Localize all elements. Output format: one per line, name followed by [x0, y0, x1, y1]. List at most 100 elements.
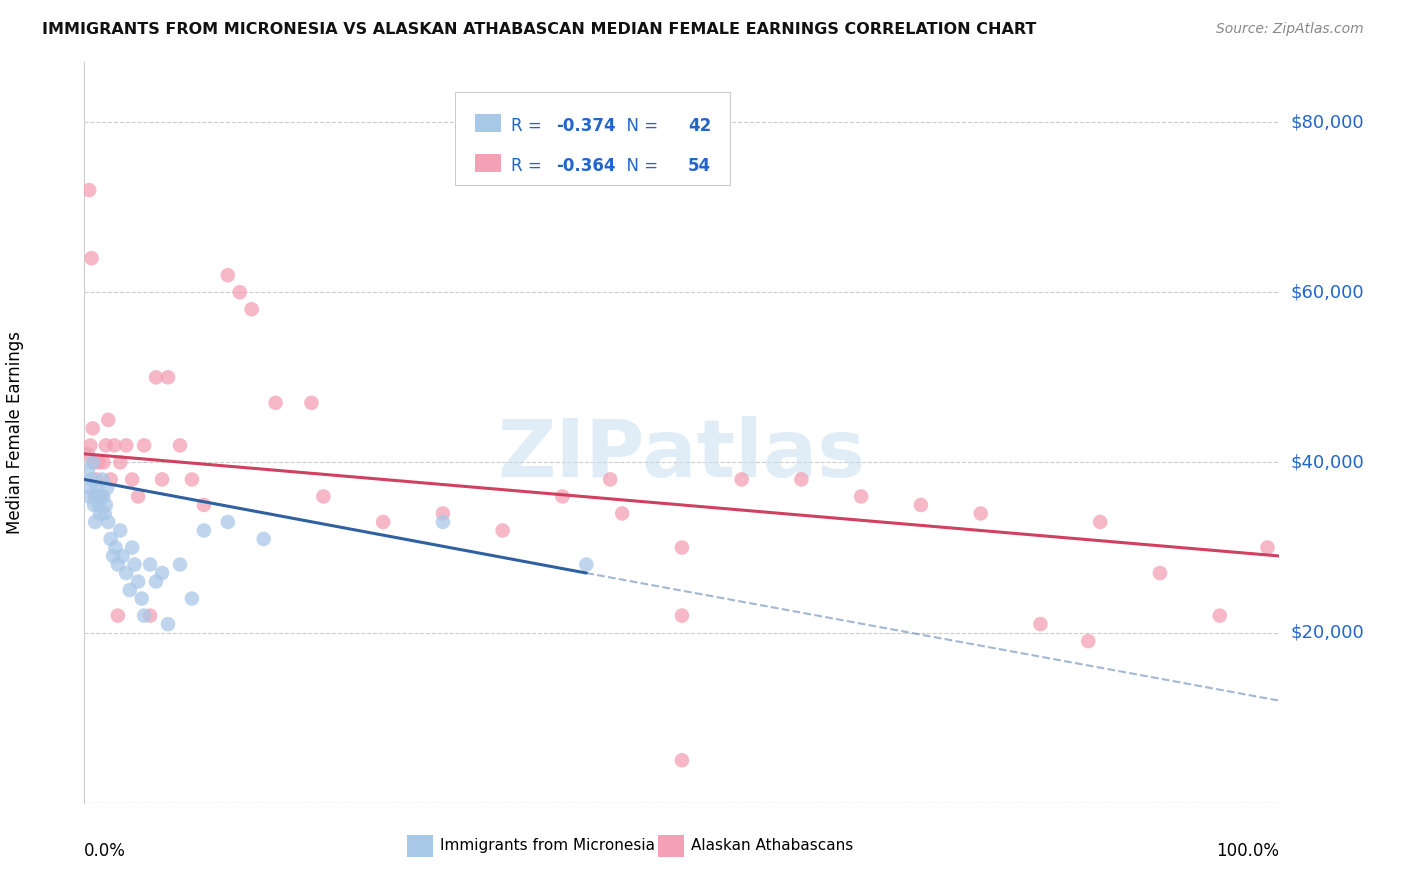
Text: IMMIGRANTS FROM MICRONESIA VS ALASKAN ATHABASCAN MEDIAN FEMALE EARNINGS CORRELAT: IMMIGRANTS FROM MICRONESIA VS ALASKAN AT… — [42, 22, 1036, 37]
Bar — [475, 153, 501, 172]
Point — [970, 507, 993, 521]
Point — [91, 472, 114, 486]
Point — [139, 608, 162, 623]
Point — [240, 302, 263, 317]
Point — [107, 608, 129, 623]
Point — [101, 549, 124, 563]
FancyBboxPatch shape — [456, 92, 730, 185]
Point — [121, 541, 143, 555]
Point — [77, 464, 100, 478]
Point — [612, 507, 634, 521]
Text: Source: ZipAtlas.com: Source: ZipAtlas.com — [1216, 22, 1364, 37]
Point — [121, 472, 143, 486]
Point — [80, 472, 103, 486]
Point — [115, 438, 138, 452]
Point — [217, 268, 239, 283]
Point — [432, 507, 454, 521]
Point — [118, 582, 141, 597]
Point — [193, 524, 215, 538]
Point — [82, 455, 104, 469]
Bar — [658, 835, 685, 857]
Point — [83, 498, 105, 512]
Point — [157, 370, 180, 384]
Text: 100.0%: 100.0% — [1216, 842, 1279, 860]
Point — [83, 455, 105, 469]
Text: ZIPatlas: ZIPatlas — [498, 416, 866, 494]
Text: 0.0%: 0.0% — [84, 842, 127, 860]
Text: $80,000: $80,000 — [1291, 113, 1364, 131]
Point — [253, 532, 276, 546]
Point — [132, 438, 156, 452]
Point — [1257, 541, 1279, 555]
Text: $40,000: $40,000 — [1291, 453, 1364, 471]
Point — [80, 251, 103, 265]
Point — [77, 447, 100, 461]
Point — [575, 558, 598, 572]
Point — [1209, 608, 1232, 623]
Point — [77, 183, 100, 197]
Point — [93, 490, 115, 504]
Point — [107, 558, 129, 572]
Text: Immigrants from Micronesia: Immigrants from Micronesia — [440, 838, 655, 854]
Point — [264, 396, 287, 410]
Point — [492, 524, 515, 538]
Point — [139, 558, 162, 572]
Point — [79, 438, 101, 452]
Point — [127, 574, 149, 589]
Point — [94, 498, 117, 512]
Bar — [408, 835, 433, 857]
Point — [671, 541, 693, 555]
Text: N =: N = — [616, 157, 664, 175]
Point — [100, 532, 122, 546]
Point — [103, 438, 125, 452]
Point — [104, 541, 127, 555]
Point — [181, 591, 204, 606]
Point — [731, 472, 754, 486]
Point — [97, 413, 120, 427]
Text: $60,000: $60,000 — [1291, 283, 1364, 301]
Point — [94, 438, 117, 452]
Bar — [475, 113, 501, 132]
Point — [851, 490, 873, 504]
Point — [84, 515, 107, 529]
Point — [89, 507, 111, 521]
Point — [127, 490, 149, 504]
Point — [1149, 566, 1171, 580]
Point — [97, 515, 120, 529]
Point — [790, 472, 813, 486]
Point — [96, 481, 118, 495]
Point — [79, 481, 101, 495]
Point — [110, 455, 132, 469]
Point — [301, 396, 323, 410]
Point — [1029, 617, 1052, 632]
Text: -0.374: -0.374 — [557, 117, 616, 135]
Text: Alaskan Athabascans: Alaskan Athabascans — [692, 838, 853, 854]
Point — [87, 455, 110, 469]
Text: -0.364: -0.364 — [557, 157, 616, 175]
Point — [551, 490, 574, 504]
Point — [169, 558, 191, 572]
Point — [111, 549, 134, 563]
Point — [145, 370, 167, 384]
Point — [671, 608, 693, 623]
Point — [1077, 634, 1099, 648]
Point — [229, 285, 252, 300]
Point — [599, 472, 621, 486]
Point — [93, 507, 115, 521]
Point — [82, 421, 104, 435]
Text: R =: R = — [510, 117, 547, 135]
Text: $20,000: $20,000 — [1291, 624, 1364, 641]
Text: 54: 54 — [688, 157, 711, 175]
Point — [93, 455, 115, 469]
Point — [312, 490, 335, 504]
Point — [157, 617, 180, 632]
Point — [86, 490, 108, 504]
Point — [100, 472, 122, 486]
Point — [150, 472, 173, 486]
Point — [84, 490, 107, 504]
Point — [86, 472, 108, 486]
Point — [169, 438, 191, 452]
Point — [150, 566, 173, 580]
Point — [90, 490, 112, 504]
Point — [124, 558, 146, 572]
